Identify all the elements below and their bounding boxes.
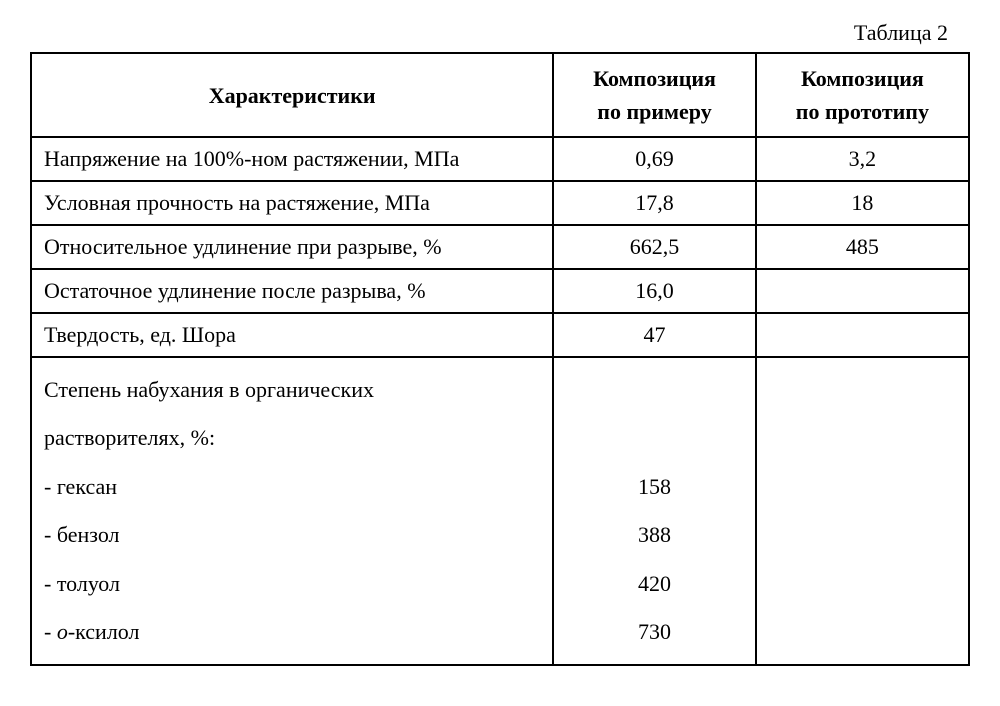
table-row: Относительное удлинение при разрыве, % 6… (31, 225, 969, 269)
row-val-example: 0,69 (553, 137, 756, 181)
row-val-prototype (756, 269, 969, 313)
table-row: Остаточное удлинение после разрыва, % 16… (31, 269, 969, 313)
oxylol-prefix: - (44, 619, 57, 644)
swell-hexane-val: 158 (558, 463, 751, 511)
table-header-row: Характеристики Композиция по примеру Ком… (31, 53, 969, 137)
row-label: Твердость, ед. Шора (31, 313, 553, 357)
swelling-label-cell: Степень набухания в органических раствор… (31, 357, 553, 665)
swell-benzene-val: 388 (558, 511, 751, 559)
oxylol-o: о (57, 619, 68, 644)
swelling-values-prototype (756, 357, 969, 665)
header-characteristics: Характеристики (31, 53, 553, 137)
swelling-row: Степень набухания в органических раствор… (31, 357, 969, 665)
row-val-example: 662,5 (553, 225, 756, 269)
row-val-prototype: 18 (756, 181, 969, 225)
row-val-prototype: 485 (756, 225, 969, 269)
header-composition-prototype: Композиция по прототипу (756, 53, 969, 137)
row-label: Напряжение на 100%-ном растяжении, МПа (31, 137, 553, 181)
swell-toluene-label: - толуол (44, 560, 542, 608)
swell-oxylol-val: 730 (558, 608, 751, 656)
header-c3-line2: по прототипу (796, 99, 929, 124)
table-caption: Таблица 2 (30, 20, 948, 46)
row-label: Условная прочность на растяжение, МПа (31, 181, 553, 225)
properties-table: Характеристики Композиция по примеру Ком… (30, 52, 970, 666)
row-val-example: 16,0 (553, 269, 756, 313)
swell-benzene-label: - бензол (44, 511, 542, 559)
header-c2-line2: по примеру (597, 99, 711, 124)
table-row: Напряжение на 100%-ном растяжении, МПа 0… (31, 137, 969, 181)
swell-oxylol-label: - о-ксилол (44, 608, 542, 656)
row-label: Остаточное удлинение после разрыва, % (31, 269, 553, 313)
oxylol-rest: -ксилол (68, 619, 140, 644)
row-val-prototype: 3,2 (756, 137, 969, 181)
table-row: Условная прочность на растяжение, МПа 17… (31, 181, 969, 225)
header-composition-example: Композиция по примеру (553, 53, 756, 137)
row-val-example: 17,8 (553, 181, 756, 225)
header-c3-line1: Композиция (801, 66, 924, 91)
swell-intro-2: растворителях, %: (44, 414, 542, 462)
row-label: Относительное удлинение при разрыве, % (31, 225, 553, 269)
swell-hexane-label: - гексан (44, 463, 542, 511)
swell-intro-1: Степень набухания в органических (44, 366, 542, 414)
table-row: Твердость, ед. Шора 47 (31, 313, 969, 357)
swell-toluene-val: 420 (558, 560, 751, 608)
swelling-values-example: . . 158 388 420 730 (553, 357, 756, 665)
header-c2-line1: Композиция (593, 66, 716, 91)
row-val-example: 47 (553, 313, 756, 357)
row-val-prototype (756, 313, 969, 357)
